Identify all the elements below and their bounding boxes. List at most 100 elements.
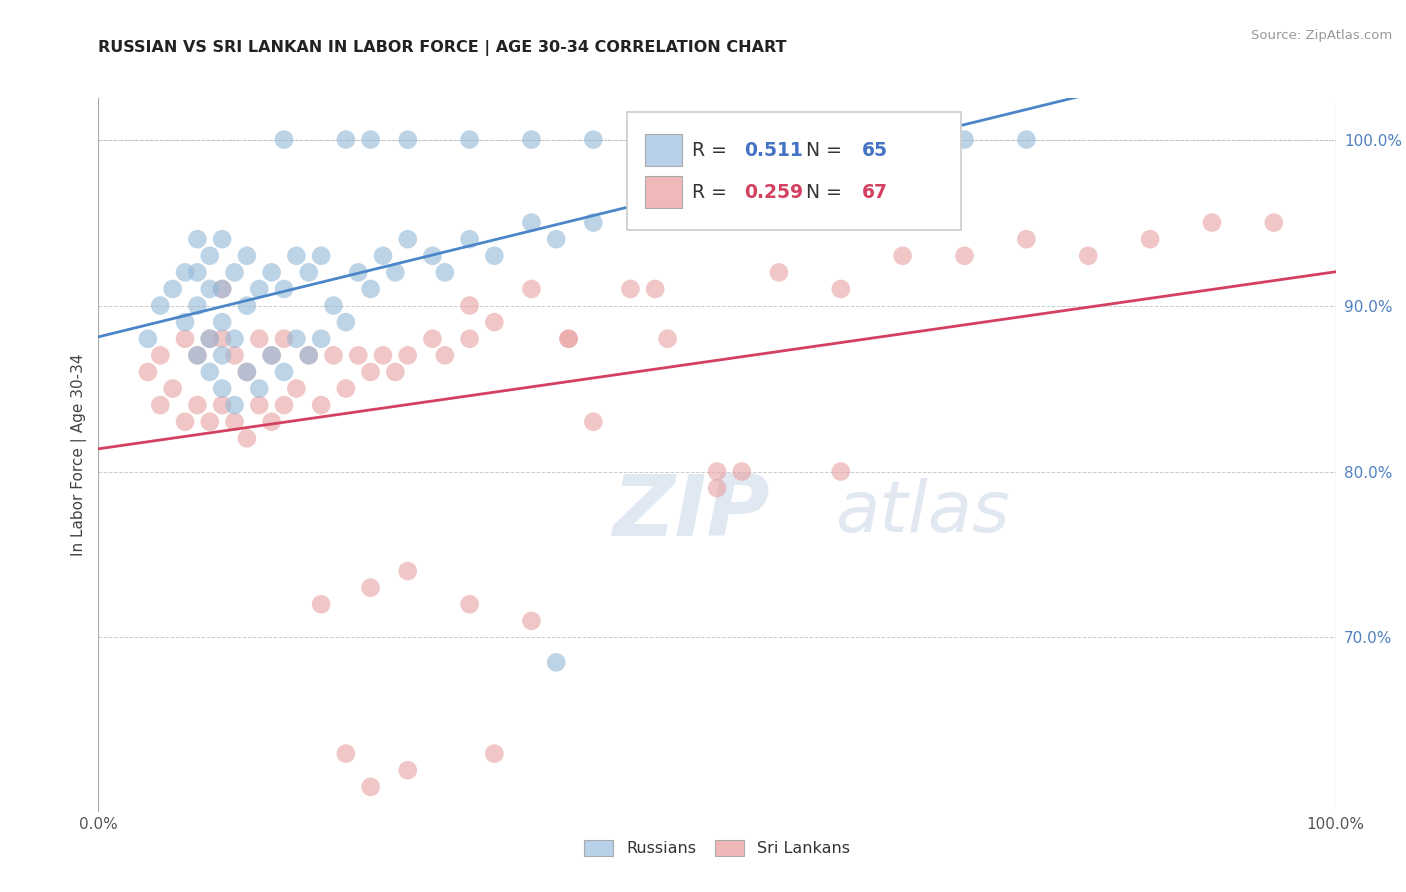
Point [285,249,308,263]
Point [360,282,382,296]
Point [186,265,208,279]
Point [247,382,270,396]
Point [1201,216,1223,230]
Point [186,398,208,412]
Point [384,265,406,279]
Point [1139,232,1161,246]
Point [458,232,481,246]
Point [458,597,481,611]
Point [322,299,344,313]
Point [236,365,259,379]
Point [520,282,543,296]
Point [174,332,197,346]
Point [360,581,382,595]
Text: Source: ZipAtlas.com: Source: ZipAtlas.com [1251,29,1392,43]
Point [149,398,172,412]
Point [211,282,233,296]
Point [335,133,357,147]
Point [891,249,914,263]
Point [396,232,419,246]
Y-axis label: In Labor Force | Age 30-34: In Labor Force | Age 30-34 [72,353,87,557]
Point [186,348,208,362]
Point [174,315,197,329]
Point [174,265,197,279]
Point [582,216,605,230]
Point [335,382,357,396]
Point [236,365,259,379]
Point [396,133,419,147]
Point [520,133,543,147]
Point [731,465,754,479]
Point [360,365,382,379]
Point [260,415,283,429]
FancyBboxPatch shape [645,134,682,166]
FancyBboxPatch shape [627,112,960,230]
Point [582,415,605,429]
Point [211,282,233,296]
Point [371,348,394,362]
Point [136,332,159,346]
Point [335,315,357,329]
Point [830,465,852,479]
Point [247,332,270,346]
Point [422,332,444,346]
Point [557,332,579,346]
Point [236,249,259,263]
Point [309,398,332,412]
Point [211,348,233,362]
Point [260,265,283,279]
Text: 67: 67 [862,183,887,202]
Point [768,133,790,147]
Point [198,249,221,263]
Point [174,415,197,429]
Point [322,348,344,362]
Point [273,282,295,296]
Text: 0.259: 0.259 [744,183,803,202]
Point [298,348,321,362]
Text: N =: N = [806,141,848,160]
Point [198,365,221,379]
Point [198,282,221,296]
Point [224,415,246,429]
Point [657,332,679,346]
Point [285,382,308,396]
Point [768,265,790,279]
Point [186,348,208,362]
Point [830,133,852,147]
Point [224,398,246,412]
Point [557,332,579,346]
Point [198,332,221,346]
Point [136,365,159,379]
Point [830,282,852,296]
Point [211,398,233,412]
Point [260,348,283,362]
Point [644,133,666,147]
Point [433,265,456,279]
Point [162,282,184,296]
Point [247,282,270,296]
Point [224,332,246,346]
Point [273,398,295,412]
Point [484,747,506,761]
Point [1015,133,1038,147]
Text: atlas: atlas [835,477,1010,547]
Point [644,282,666,296]
Point [236,431,259,445]
Point [186,299,208,313]
Point [224,348,246,362]
Point [1077,249,1099,263]
Point [1263,216,1285,230]
Point [298,348,321,362]
Point [309,332,332,346]
Point [360,133,382,147]
Point [347,265,370,279]
Point [546,656,568,670]
Point [298,265,321,279]
Point [1015,232,1038,246]
Point [520,216,543,230]
Point [458,133,481,147]
Point [198,332,221,346]
Text: ZIP: ZIP [612,470,769,554]
Point [236,299,259,313]
Point [273,332,295,346]
